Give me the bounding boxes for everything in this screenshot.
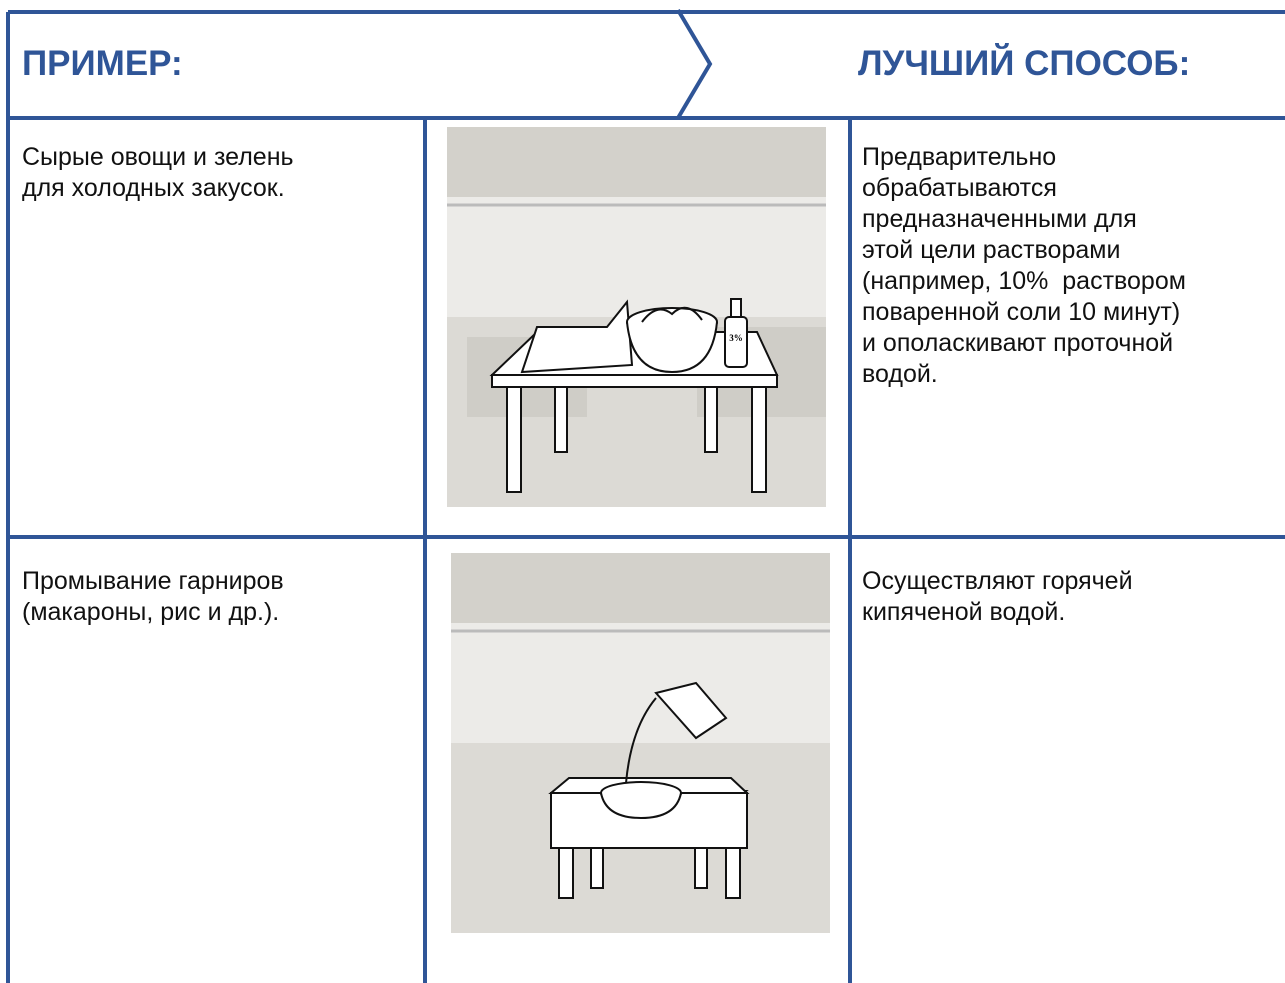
text-line: этой цели растворами [862,236,1121,264]
bottle-label: 3% [729,333,743,343]
text-line: предназначенными для [862,205,1137,233]
header-right: ЛУЧШИЙ СПОСОБ: [858,44,1191,83]
text-line: Сырые овощи и зелень [22,143,294,171]
text-line: Промывание гарниров [22,567,284,595]
text-line: для холодных закусок. [22,174,285,202]
text-line: Осуществляют горячей [862,567,1133,595]
method-text: Предварительно обрабатываются предназначен… [862,142,1186,390]
text-line: водой. [862,360,938,388]
method-text: Осуществляют горячей кипяченой водой. [862,566,1133,628]
illustration-vegetables: 3% [447,127,826,507]
text-line: Предварительно [862,143,1057,171]
text-line: и ополаскивают проточной [862,329,1174,357]
example-text: Промывание гарниров (макароны, рис и др.)… [22,566,284,628]
text-line: (макароны, рис и др.). [22,598,280,626]
text-line: обрабатываются [862,174,1057,202]
header-left: ПРИМЕР: [22,44,183,83]
text-line: кипяченой водой. [862,598,1066,626]
text-line: поваренной соли 10 минут) [862,298,1181,326]
example-text: Сырые овощи и зелень для холодных закусок… [22,142,294,204]
text-line: (например, 10% раствором [862,267,1186,295]
illustration-rinsing [451,553,830,933]
